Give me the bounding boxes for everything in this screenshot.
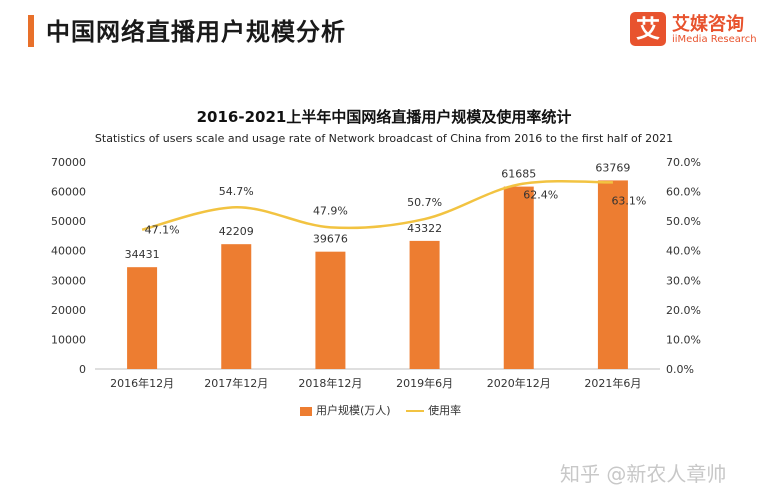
- y-right-tick-label: 50.0%: [666, 215, 701, 228]
- chart-legend: 用户规模(万人) 使用率: [300, 402, 473, 418]
- bar: [597, 180, 628, 369]
- x-tick-label: 2021年6月: [584, 376, 641, 390]
- x-tick-label: 2019年6月: [396, 376, 453, 390]
- legend-line-label: 使用率: [428, 404, 462, 417]
- y-left-tick-label: 20000: [51, 304, 86, 317]
- bar: [503, 186, 534, 369]
- logo-chinese-text: 艾媒咨询: [672, 14, 744, 35]
- y-left-tick-label: 40000: [51, 245, 86, 258]
- bar-value-label: 34431: [125, 248, 160, 261]
- y-left-tick-label: 10000: [51, 333, 86, 346]
- chart-title: 2016-2021上半年中国网络直播用户规模及使用率统计: [196, 108, 572, 126]
- line-value-label: 47.1%: [145, 224, 180, 237]
- line-value-label: 63.1%: [611, 194, 646, 207]
- bar: [127, 267, 158, 369]
- y-left-tick-label: 50000: [51, 215, 86, 228]
- y-right-tick-label: 30.0%: [666, 274, 701, 287]
- legend-item-line: 使用率: [406, 402, 461, 418]
- bar-value-label: 61685: [501, 168, 536, 181]
- line-value-label: 47.9%: [313, 204, 348, 217]
- page-title: 中国网络直播用户规模分析: [46, 18, 346, 46]
- x-tick-label: 2018年12月: [298, 376, 362, 390]
- y-left-tick-label: 0: [79, 363, 86, 376]
- watermark: 知乎 @新农人章帅: [560, 462, 727, 486]
- logo-mark-icon: 艾: [630, 12, 666, 46]
- title-accent-bar: [28, 15, 34, 47]
- y-left-tick-label: 60000: [51, 186, 86, 199]
- x-tick-label: 2020年12月: [487, 376, 551, 390]
- line-value-label: 50.7%: [407, 196, 442, 209]
- y-right-tick-label: 40.0%: [666, 245, 701, 258]
- y-right-tick-label: 10.0%: [666, 333, 701, 346]
- legend-bar-swatch: [300, 406, 312, 416]
- y-right-tick-label: 70.0%: [666, 156, 701, 169]
- legend-line-swatch: [406, 410, 425, 412]
- bar-value-label: 42209: [219, 225, 254, 238]
- y-left-tick-label: 30000: [51, 274, 86, 287]
- legend-item-bar: 用户规模(万人): [300, 402, 391, 418]
- legend-bar-label: 用户规模(万人): [316, 404, 391, 417]
- bar: [221, 244, 252, 369]
- x-tick-label: 2017年12月: [204, 376, 268, 390]
- y-right-tick-label: 20.0%: [666, 304, 701, 317]
- bar-value-label: 63769: [595, 161, 630, 174]
- y-left-tick-label: 70000: [51, 156, 86, 169]
- y-right-tick-label: 0.0%: [666, 363, 694, 376]
- y-right-tick-label: 60.0%: [666, 186, 701, 199]
- line-value-label: 62.4%: [523, 188, 558, 201]
- x-tick-label: 2016年12月: [110, 376, 174, 390]
- bar: [409, 240, 440, 369]
- logo-english-text: iiMedia Research: [672, 34, 757, 45]
- iimedia-logo: 艾 艾媒咨询 iiMedia Research: [630, 10, 760, 50]
- line-value-label: 54.7%: [219, 185, 254, 198]
- bar-value-label: 43322: [407, 222, 442, 235]
- bar-value-label: 39676: [313, 233, 348, 246]
- bar: [315, 251, 346, 369]
- usage-rate-line: [141, 179, 613, 231]
- chart-subtitle: Statistics of users scale and usage rate…: [94, 132, 674, 145]
